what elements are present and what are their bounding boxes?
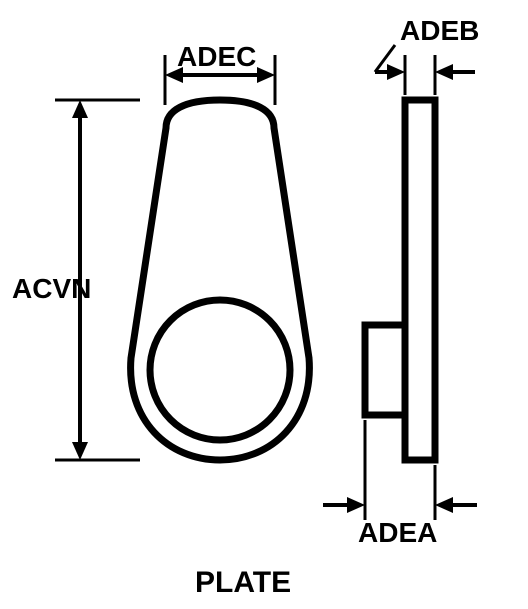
label-adea: ADEA: [358, 517, 437, 548]
arrowhead: [72, 100, 88, 118]
label-acvn: ACVN: [12, 273, 91, 304]
side-plate: [405, 100, 435, 460]
label-adec: ADEC: [177, 41, 256, 72]
arrowhead: [347, 497, 365, 513]
arrowhead: [435, 497, 453, 513]
label-adeb: ADEB: [400, 15, 479, 46]
arrowhead: [387, 64, 405, 80]
technical-drawing: ACVN ADEC ADEB ADEA PLATE: [0, 0, 528, 609]
arrowhead: [257, 67, 275, 83]
diagram-container: ACVN ADEC ADEB ADEA PLATE: [0, 0, 528, 609]
arrowhead: [72, 442, 88, 460]
front-hole: [150, 300, 290, 440]
arrowhead: [435, 64, 453, 80]
title: PLATE: [195, 566, 291, 599]
